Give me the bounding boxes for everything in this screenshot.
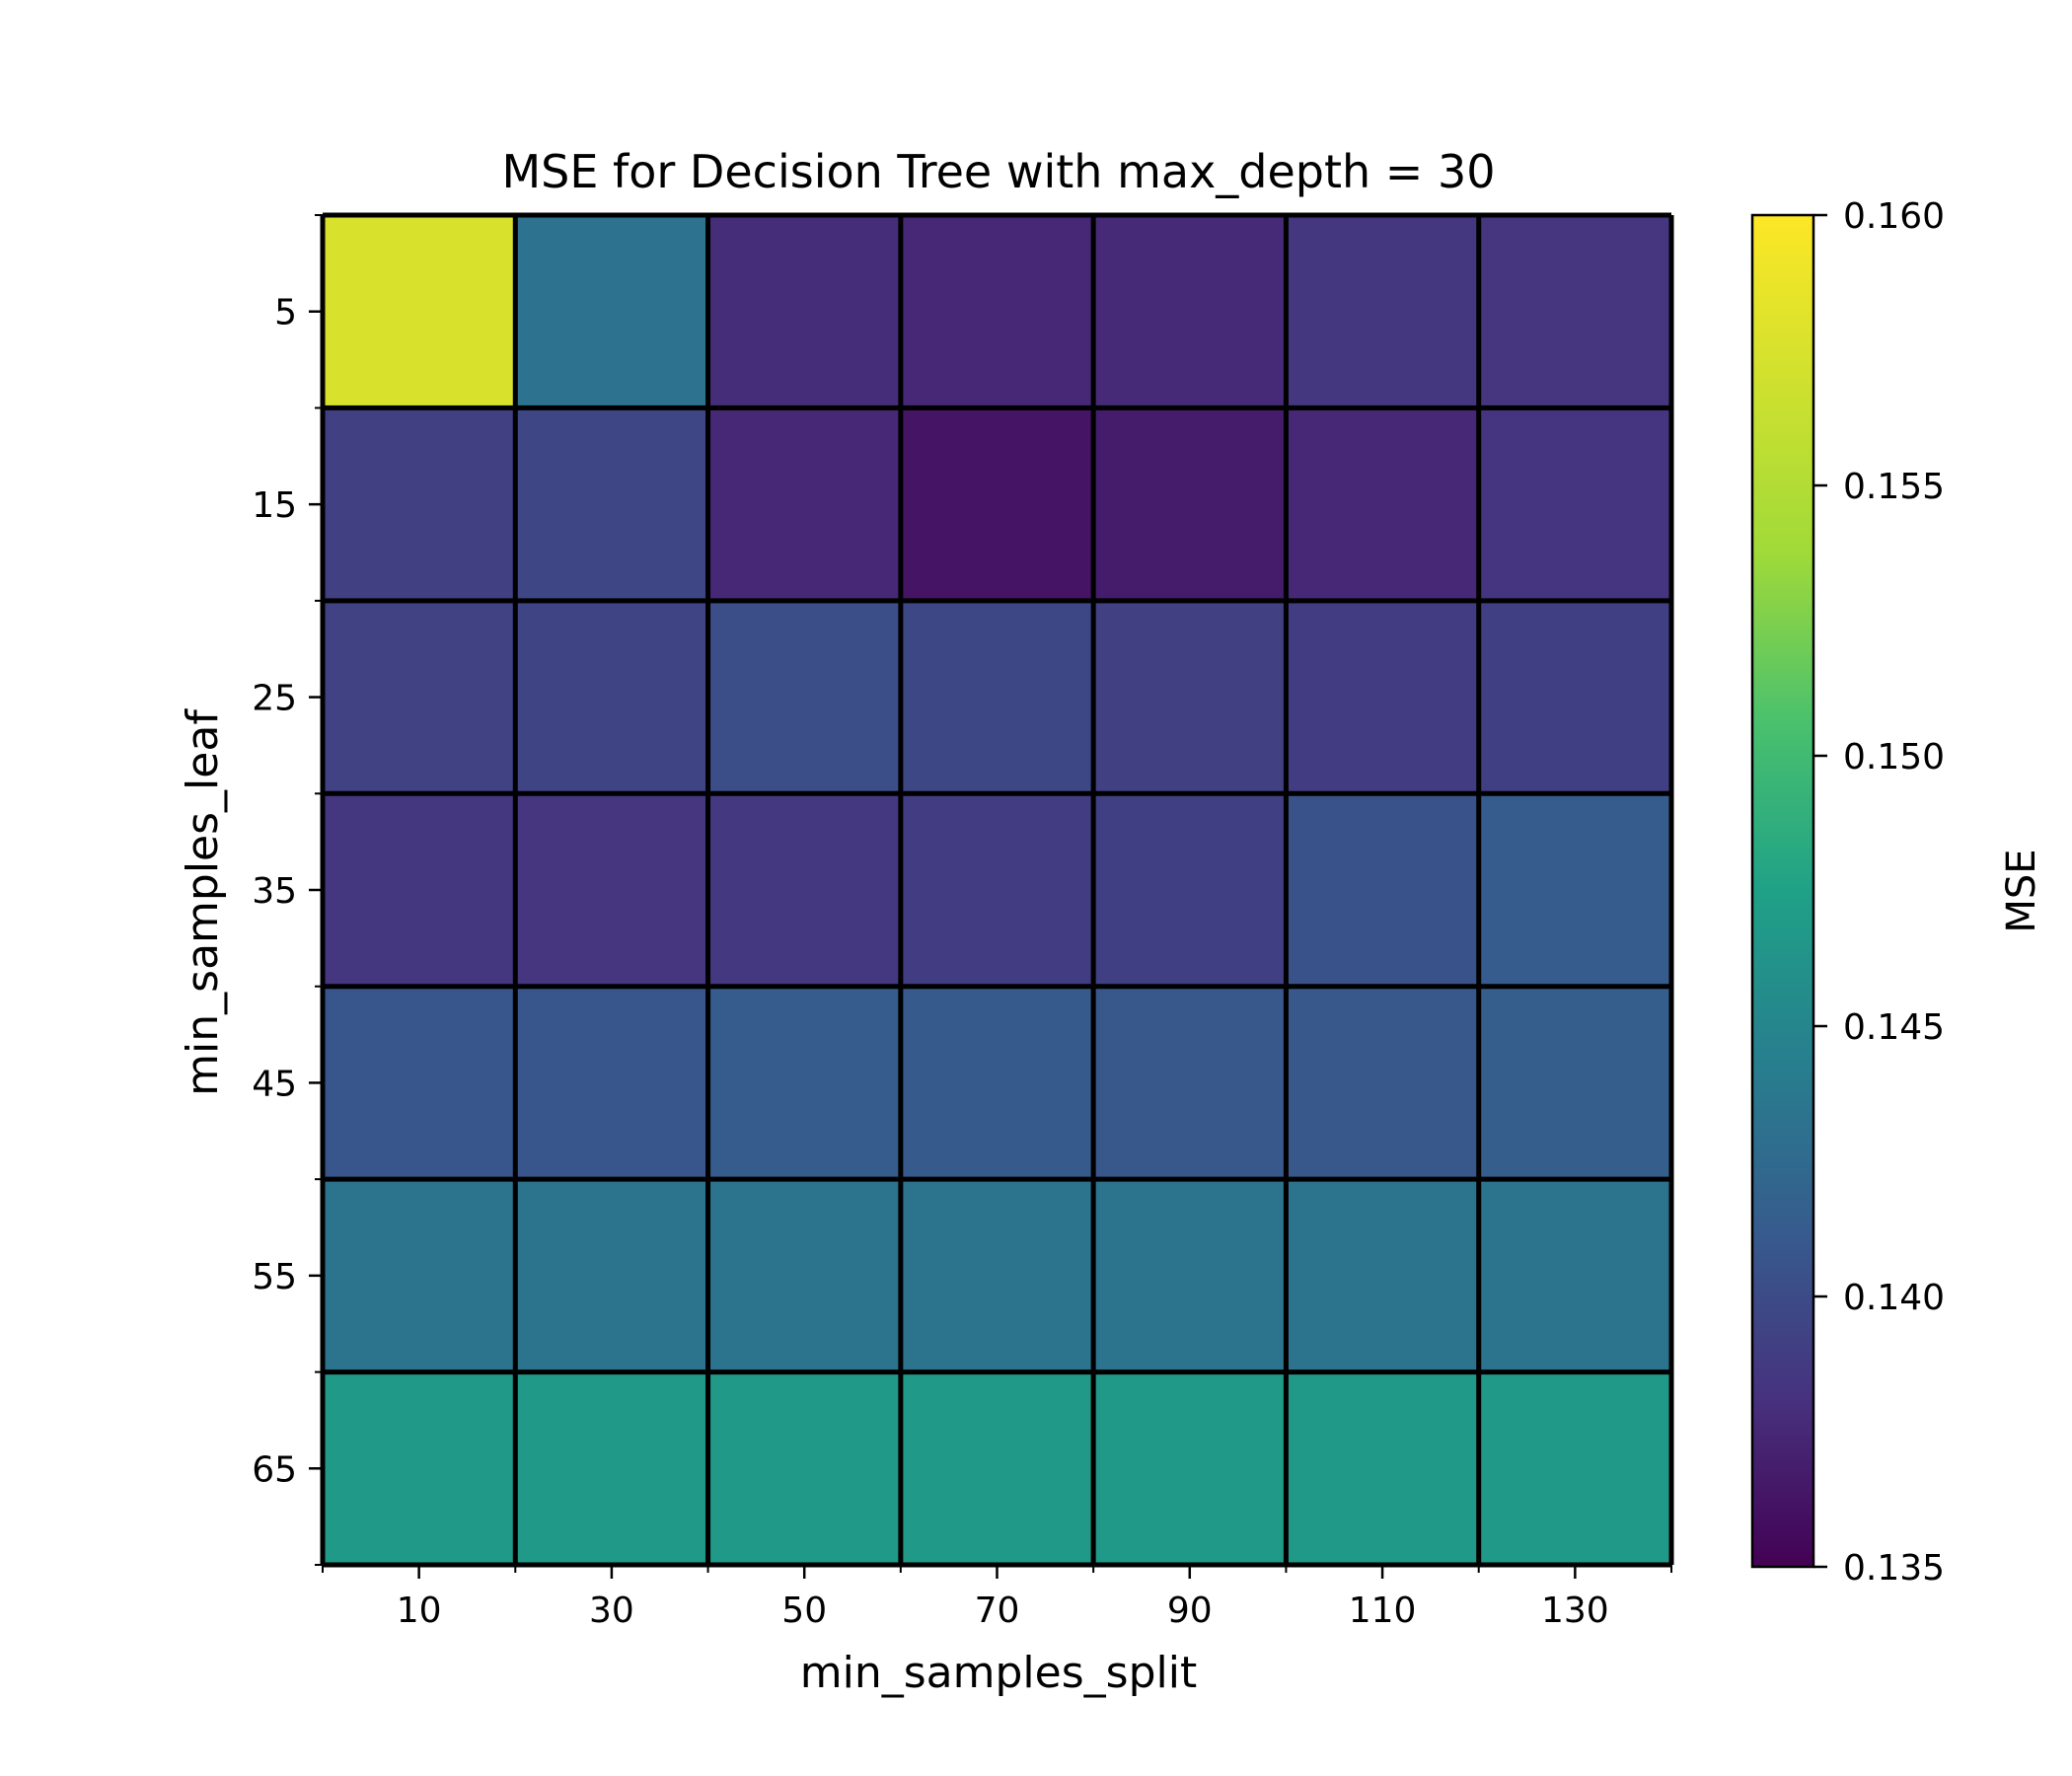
heatmap-cells: [323, 215, 1671, 1565]
colorbar: 0.135 0.140 0.145 0.150 0.155 0.160 MSE: [1750, 196, 2044, 1589]
heatmap-cell: [1093, 600, 1287, 794]
heatmap-cell: [323, 215, 516, 408]
colorbar-ticks: 0.135 0.140 0.145 0.150 0.155 0.160: [1813, 196, 1945, 1589]
heatmap-cell: [1478, 1179, 1671, 1372]
heatmap-cell: [1093, 215, 1287, 408]
heatmap-cell: [323, 1179, 516, 1372]
y-tick-label: 25: [252, 679, 297, 719]
y-tick-label: 5: [274, 293, 297, 333]
heatmap-cell: [1286, 600, 1479, 794]
x-tick-label: 130: [1541, 1591, 1609, 1631]
heatmap-cell: [1478, 1371, 1671, 1565]
heatmap-cell: [515, 600, 708, 794]
heatmap-cell: [515, 215, 708, 408]
x-axis-ticks: 10 30 50 70 90 110 130: [322, 1565, 1672, 1631]
heatmap-cell: [515, 1371, 708, 1565]
heatmap-cell: [707, 793, 901, 987]
colorbar-tick-label: 0.135: [1843, 1548, 1945, 1589]
heatmap-cell: [323, 793, 516, 987]
colorbar-tick-label: 0.150: [1843, 737, 1945, 777]
heatmap-cell: [1093, 793, 1287, 987]
heatmap-cell: [900, 600, 1094, 794]
heatmap-cell: [900, 1371, 1094, 1565]
x-tick-label: 110: [1349, 1591, 1417, 1631]
colorbar-tick-label: 0.145: [1843, 1007, 1945, 1048]
x-tick-label: 10: [397, 1591, 442, 1631]
x-tick-label: 50: [781, 1591, 827, 1631]
heatmap-cell: [515, 793, 708, 987]
x-tick-label: 70: [975, 1591, 1020, 1631]
y-tick-label: 35: [252, 871, 297, 912]
y-tick-label: 65: [252, 1449, 297, 1490]
heatmap-cell: [1286, 986, 1479, 1180]
heatmap-cell: [323, 1371, 516, 1565]
heatmap-cell: [1286, 1179, 1479, 1372]
heatmap-cell: [707, 215, 901, 408]
heatmap-cell: [1478, 793, 1671, 987]
y-tick-label: 55: [252, 1257, 297, 1297]
y-tick-label: 15: [252, 485, 297, 526]
x-axis-label: min_samples_split: [800, 1648, 1197, 1698]
heatmap-cell: [323, 407, 516, 601]
colorbar-gradient: [1750, 213, 1815, 1569]
y-axis-label: min_samples_leaf: [178, 708, 228, 1096]
heatmap-cell: [900, 793, 1094, 987]
heatmap-cell: [900, 215, 1094, 408]
heatmap-cell: [1478, 986, 1671, 1180]
heatmap-cell: [1478, 215, 1671, 408]
heatmap-cell: [707, 407, 901, 601]
heatmap-cell: [1286, 1371, 1479, 1565]
heatmap-cell: [900, 986, 1094, 1180]
heatmap-cell: [1093, 407, 1287, 601]
y-tick-label: 45: [252, 1064, 297, 1104]
heatmap-cell: [1478, 600, 1671, 794]
colorbar-tick-label: 0.155: [1843, 467, 1945, 507]
heatmap-cell: [323, 986, 516, 1180]
heatmap-cell: [1093, 986, 1287, 1180]
heatmap-cell: [900, 407, 1094, 601]
heatmap-cell: [323, 600, 516, 794]
heatmap-cell: [707, 1371, 901, 1565]
chart-title: MSE for Decision Tree with max_depth = 3…: [501, 145, 1495, 198]
heatmap-cell: [707, 600, 901, 794]
heatmap-cell: [1478, 407, 1671, 601]
heatmap-cell: [1286, 215, 1479, 408]
y-axis-ticks: 5 15 25 35 45 55 65: [252, 214, 323, 1566]
heatmap-cell: [1286, 407, 1479, 601]
x-tick-label: 90: [1167, 1591, 1213, 1631]
x-tick-label: 30: [589, 1591, 634, 1631]
heatmap-cell: [515, 986, 708, 1180]
heatmap-cell: [900, 1179, 1094, 1372]
heatmap-cell: [515, 1179, 708, 1372]
heatmap-cell: [1093, 1179, 1287, 1372]
heatmap-cell: [515, 407, 708, 601]
heatmap-cell: [1286, 793, 1479, 987]
heatmap-cell: [707, 1179, 901, 1372]
heatmap-cell: [707, 986, 901, 1180]
heatmap-cell: [1093, 1371, 1287, 1565]
colorbar-tick-label: 0.160: [1843, 196, 1945, 237]
colorbar-label: MSE: [1999, 849, 2044, 932]
colorbar-tick-label: 0.140: [1843, 1278, 1945, 1318]
cell-borders: [320, 212, 1674, 1568]
